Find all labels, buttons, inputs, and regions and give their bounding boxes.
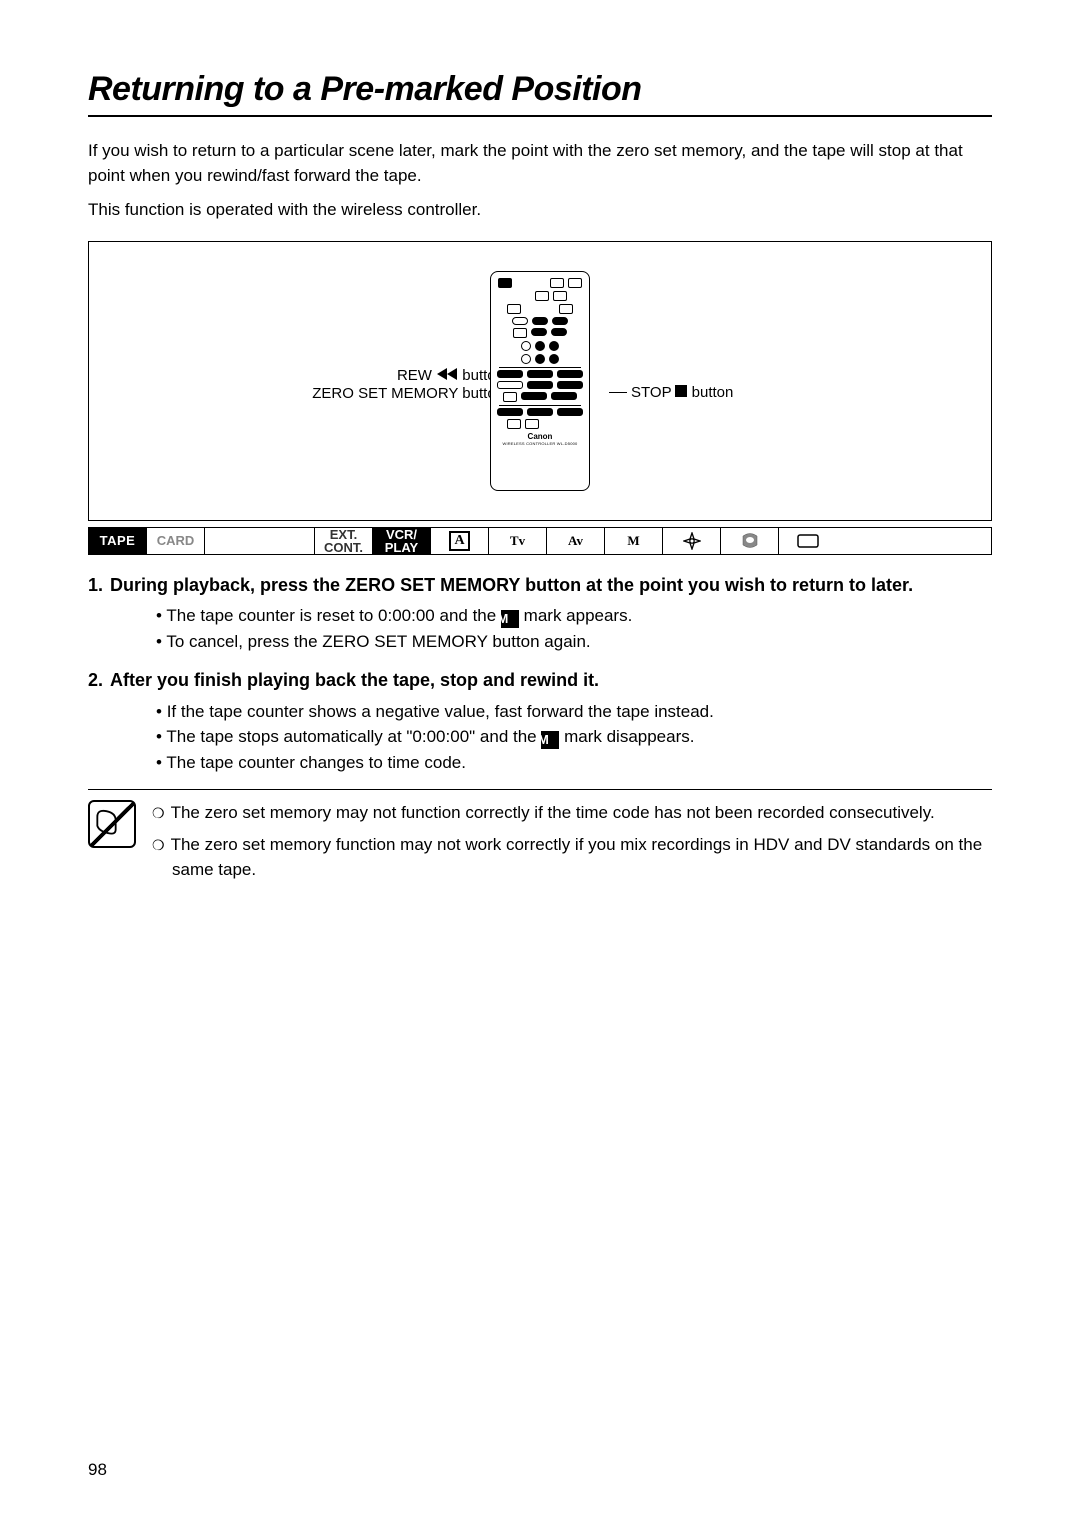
remote-controller-illustration: Canon WIRELESS CONTROLLER WL-D5000 <box>490 271 590 491</box>
list-item: If the tape counter shows a negative val… <box>156 699 992 725</box>
memory-mark-icon: M <box>501 610 519 628</box>
title-rule <box>88 115 992 117</box>
page-number: 98 <box>88 1460 107 1480</box>
ext-cont-cell: EXT. CONT. <box>315 528 373 554</box>
stop-icon <box>675 384 687 401</box>
rewind-icon <box>436 367 458 384</box>
list-item: To cancel, press the ZERO SET MEMORY but… <box>156 629 992 655</box>
note-item: ❍The zero set memory may not function co… <box>152 800 992 826</box>
note-item: ❍The zero set memory function may not wo… <box>152 832 992 883</box>
rect-mode-cell <box>779 528 837 554</box>
notes-list: ❍The zero set memory may not function co… <box>152 800 992 889</box>
note-rule <box>88 789 992 790</box>
instruction-steps: 1.During playback, press the ZERO SET ME… <box>88 573 992 775</box>
stop-button-callout: STOP button <box>631 384 733 402</box>
card-mode-cell: CARD <box>147 528 205 554</box>
leader-line <box>609 392 627 393</box>
manual-mode-cell: M <box>605 528 663 554</box>
list-item: The tape stops automatically at "0:00:00… <box>156 724 992 750</box>
note-icon <box>88 800 136 848</box>
rew-button-callout: REW button <box>304 367 504 385</box>
memory-mark-icon: M <box>541 731 559 749</box>
intro-paragraph-1: If you wish to return to a particular sc… <box>88 139 992 188</box>
auto-mode-cell: A <box>431 528 489 554</box>
step-2-bullets: If the tape counter shows a negative val… <box>112 699 992 776</box>
tv-mode-cell: Tv <box>489 528 547 554</box>
page-title: Returning to a Pre-marked Position <box>88 70 992 109</box>
list-item: The tape counter is reset to 0:00:00 and… <box>156 603 992 629</box>
tape-mode-cell: TAPE <box>89 528 147 554</box>
list-item: The tape counter changes to time code. <box>156 750 992 776</box>
zero-set-memory-callout: ZERO SET MEMORY button <box>304 385 504 403</box>
mode-gap <box>205 528 315 554</box>
step-1-bullets: The tape counter is reset to 0:00:00 and… <box>112 603 992 654</box>
remote-model-label: WIRELESS CONTROLLER WL-D5000 <box>497 441 583 446</box>
remote-brand-label: Canon <box>497 432 583 441</box>
av-mode-cell: Av <box>547 528 605 554</box>
step-2: 2.After you finish playing back the tape… <box>112 668 992 775</box>
intro-paragraph-2: This function is operated with the wirel… <box>88 198 992 223</box>
night-mode-cell <box>663 528 721 554</box>
mode-indicator-bar: TAPE CARD EXT. CONT. VCR/ PLAY A Tv Av M <box>88 527 992 555</box>
step-1: 1.During playback, press the ZERO SET ME… <box>112 573 992 654</box>
spotlight-mode-cell <box>721 528 779 554</box>
remote-diagram: REW button ZERO SET MEMORY button STOP b… <box>88 241 992 521</box>
notes-block: ❍The zero set memory may not function co… <box>88 800 992 889</box>
vcr-play-cell: VCR/ PLAY <box>373 528 431 554</box>
